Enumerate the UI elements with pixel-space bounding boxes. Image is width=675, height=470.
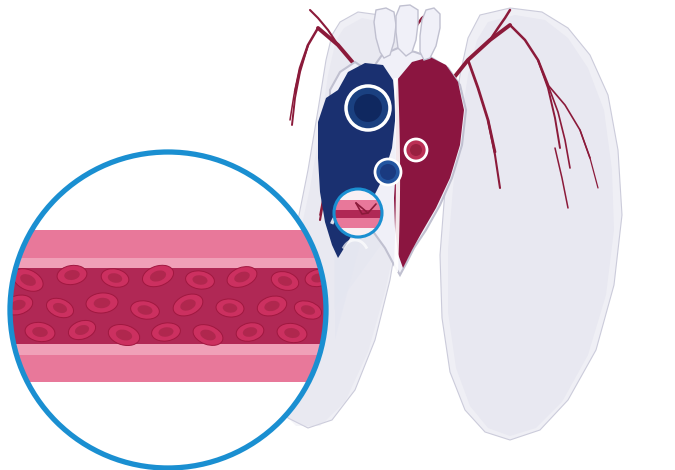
Ellipse shape [271, 272, 299, 290]
Ellipse shape [152, 323, 180, 341]
Ellipse shape [57, 266, 87, 285]
Ellipse shape [234, 272, 250, 282]
Polygon shape [334, 198, 386, 310]
Ellipse shape [311, 274, 325, 282]
Polygon shape [394, 57, 464, 268]
Circle shape [346, 86, 390, 130]
Ellipse shape [173, 294, 203, 316]
Ellipse shape [277, 323, 307, 343]
Polygon shape [334, 218, 382, 228]
Polygon shape [448, 15, 614, 436]
Polygon shape [5, 344, 331, 355]
Ellipse shape [305, 269, 331, 287]
Circle shape [354, 94, 382, 122]
Polygon shape [5, 258, 331, 268]
Polygon shape [440, 8, 622, 440]
Ellipse shape [32, 327, 48, 337]
Ellipse shape [3, 295, 32, 315]
Ellipse shape [223, 303, 238, 313]
Polygon shape [334, 210, 382, 218]
Ellipse shape [142, 265, 173, 287]
Circle shape [375, 159, 401, 185]
Ellipse shape [227, 266, 257, 287]
Ellipse shape [265, 301, 279, 311]
Polygon shape [334, 200, 382, 210]
Ellipse shape [236, 323, 264, 341]
Ellipse shape [25, 322, 55, 342]
Ellipse shape [138, 305, 153, 315]
Ellipse shape [186, 271, 215, 289]
Ellipse shape [53, 303, 67, 313]
Polygon shape [374, 8, 396, 58]
Ellipse shape [64, 270, 80, 280]
Ellipse shape [75, 325, 89, 335]
Ellipse shape [116, 329, 132, 340]
Ellipse shape [278, 276, 292, 286]
Ellipse shape [47, 298, 74, 318]
Ellipse shape [13, 269, 43, 291]
Ellipse shape [10, 300, 26, 310]
Ellipse shape [131, 301, 159, 319]
Polygon shape [318, 63, 396, 258]
Polygon shape [272, 12, 412, 428]
Ellipse shape [216, 299, 244, 317]
Ellipse shape [68, 321, 96, 340]
Ellipse shape [94, 298, 110, 308]
Polygon shape [5, 262, 331, 350]
Polygon shape [330, 48, 466, 275]
Ellipse shape [101, 269, 129, 287]
Ellipse shape [193, 325, 223, 345]
Polygon shape [275, 18, 412, 426]
Ellipse shape [243, 327, 257, 337]
Ellipse shape [86, 293, 118, 313]
Ellipse shape [108, 324, 140, 345]
Ellipse shape [108, 273, 122, 283]
Ellipse shape [159, 327, 173, 337]
Ellipse shape [200, 329, 216, 340]
Ellipse shape [180, 299, 196, 311]
Circle shape [334, 189, 382, 237]
Ellipse shape [301, 305, 315, 315]
Ellipse shape [150, 270, 166, 282]
Ellipse shape [192, 275, 207, 285]
Circle shape [410, 144, 422, 156]
Polygon shape [5, 230, 331, 262]
Polygon shape [420, 8, 440, 60]
Polygon shape [396, 5, 418, 56]
Ellipse shape [257, 296, 287, 316]
Ellipse shape [284, 328, 300, 338]
Polygon shape [5, 350, 331, 382]
Polygon shape [335, 193, 384, 340]
Circle shape [10, 152, 326, 468]
Circle shape [405, 139, 427, 161]
Ellipse shape [294, 301, 321, 319]
Circle shape [380, 164, 396, 180]
Ellipse shape [20, 274, 36, 286]
